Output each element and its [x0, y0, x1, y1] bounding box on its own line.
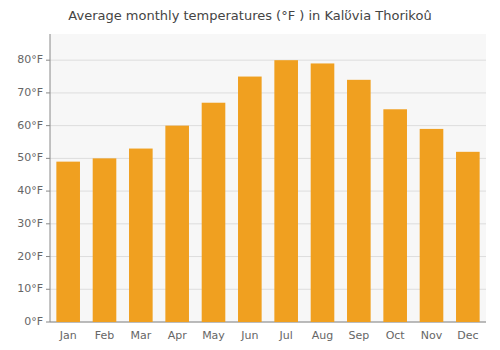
x-tick-label: Jun	[240, 329, 258, 342]
y-tick	[46, 158, 50, 159]
bar	[202, 103, 226, 322]
x-tick-label: Sep	[348, 329, 369, 342]
y-grid	[50, 60, 486, 322]
y-tick-label: 60°F	[17, 119, 43, 132]
y-tick-label: 20°F	[17, 250, 43, 263]
bar	[238, 77, 262, 322]
y-tick	[46, 289, 50, 290]
y-tick-label: 10°F	[17, 282, 43, 295]
chart-title: Average monthly temperatures (°F ) in Ka…	[68, 8, 431, 23]
plot-background	[50, 34, 486, 322]
y-tick-label: 0°F	[24, 315, 43, 328]
bar	[129, 149, 153, 322]
bar	[93, 158, 117, 322]
y-tick	[46, 191, 50, 192]
chart-container: 0°F 10°F 20°F 30°F 40°F 50°F 60°F 70°F 80°F Jan Fe…	[0, 0, 500, 350]
x-tick-label: Apr	[168, 329, 188, 342]
y-tick	[46, 322, 50, 323]
y-axis: 0°F 10°F 20°F 30°F 40°F 50°F 60°F 70°F 80°F	[17, 53, 50, 328]
x-tick-label: Jul	[279, 329, 293, 342]
y-tick	[46, 223, 50, 224]
y-tick-label: 30°F	[17, 217, 43, 230]
x-tick-label: Jan	[59, 329, 77, 342]
bar	[456, 152, 480, 322]
grid-line	[50, 60, 486, 61]
bar	[383, 109, 407, 322]
bar	[274, 60, 298, 322]
x-tick-label: Dec	[457, 329, 478, 342]
y-tick-label: 70°F	[17, 86, 43, 99]
y-tick-label: 50°F	[17, 151, 43, 164]
bar	[311, 63, 335, 322]
x-tick-label: Mar	[130, 329, 151, 342]
y-axis-line	[50, 34, 51, 322]
bar	[56, 162, 80, 322]
x-tick-label: Aug	[312, 329, 333, 342]
x-tick-label: May	[202, 329, 225, 342]
y-tick	[46, 125, 50, 126]
y-tick	[46, 256, 50, 257]
y-tick-label: 40°F	[17, 184, 43, 197]
bar	[420, 129, 444, 322]
x-tick-label: Oct	[386, 329, 406, 342]
x-axis: Jan Feb Mar Apr May Jun Jul Aug Sep Oct Nov Dec	[59, 329, 479, 342]
bars	[56, 60, 479, 322]
y-tick-label: 80°F	[17, 53, 43, 66]
chart-svg: 0°F 10°F 20°F 30°F 40°F 50°F 60°F 70°F 80°F Jan Fe…	[0, 0, 500, 350]
x-tick-label: Feb	[95, 329, 114, 342]
bar	[347, 80, 371, 322]
grid-line	[50, 125, 486, 126]
y-tick	[46, 92, 50, 93]
grid-line	[50, 92, 486, 93]
bar	[165, 126, 189, 322]
y-tick	[46, 60, 50, 61]
x-tick-label: Nov	[421, 329, 443, 342]
